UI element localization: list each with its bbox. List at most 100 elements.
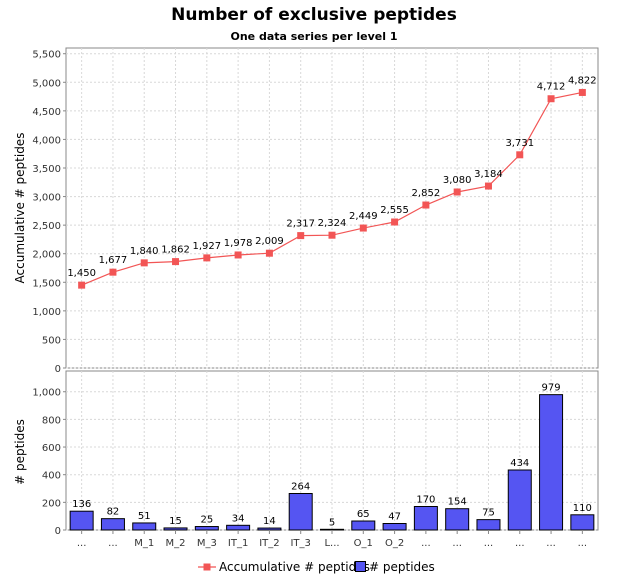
- accumulative-data-label: 2,317: [286, 219, 315, 230]
- top-y-tick-label: 4,000: [32, 135, 61, 146]
- accumulative-point: [297, 232, 305, 240]
- chart-subtitle: One data series per level 1: [230, 30, 397, 43]
- peptides-data-label: 65: [357, 509, 370, 520]
- accumulative-point: [78, 281, 86, 289]
- peptides-bar: [69, 510, 94, 531]
- x-tick-label: ...: [421, 538, 431, 549]
- peptides-bar: [257, 527, 282, 531]
- accumulative-data-label: 3,080: [443, 175, 472, 186]
- peptides-bar: [382, 523, 407, 531]
- accumulative-point: [484, 182, 492, 190]
- accumulative-point: [547, 95, 555, 103]
- peptides-data-label: 136: [72, 499, 91, 510]
- peptides-bar: [194, 526, 219, 531]
- x-tick-label: M_1: [134, 538, 154, 549]
- x-tick-label: L...: [324, 538, 339, 549]
- peptides-data-label: 34: [232, 513, 245, 524]
- accumulative-data-label: 4,822: [568, 75, 597, 86]
- accumulative-data-label: 2,555: [380, 205, 409, 216]
- x-tick-label: ...: [108, 538, 118, 549]
- chart-title: Number of exclusive peptides: [171, 5, 457, 25]
- top-y-tick-label: 5,000: [32, 78, 61, 89]
- peptides-data-label: 75: [482, 508, 495, 519]
- accumulative-data-label: 2,852: [412, 188, 441, 199]
- peptides-data-label: 82: [107, 507, 120, 518]
- accumulative-data-label: 4,712: [537, 82, 566, 93]
- accumulative-point: [203, 254, 211, 262]
- legend: Accumulative # peptides # peptides: [198, 560, 435, 574]
- top-plot: 0 500 1,000 1,500 2,000 2,500 3,000 3,500 4,000 4…: [32, 47, 599, 375]
- x-tick-label: IT_3: [290, 538, 310, 549]
- peptides-bar: [570, 514, 595, 531]
- x-tick-label: O_2: [385, 538, 404, 549]
- peptides-data-label: 51: [138, 511, 151, 522]
- peptides-bar: [288, 492, 313, 531]
- top-y-tick-label: 0: [55, 364, 61, 375]
- peptides-bar: [100, 518, 125, 531]
- accumulative-data-label: 1,677: [99, 255, 128, 266]
- peptides-data-label: 5: [329, 517, 335, 528]
- x-tick-label: ...: [484, 538, 494, 549]
- peptides-bar: [351, 520, 376, 531]
- accumulative-data-label: 1,450: [67, 268, 96, 279]
- accumulative-point: [422, 201, 430, 209]
- legend-line-marker: [203, 563, 211, 571]
- bottom-y-tick-label: 800: [42, 415, 61, 426]
- peptides-data-label: 154: [448, 497, 467, 508]
- x-tick-label: ...: [452, 538, 462, 549]
- legend-label-accumulative: Accumulative # peptides: [219, 560, 370, 574]
- accumulative-data-label: 2,324: [318, 218, 347, 229]
- bottom-y-tick-label: 0: [55, 526, 61, 537]
- bottom-plot: 0 200 400 600 800 1,000 136 82 51 15 25 34 14 264 5 65 4…: [32, 370, 599, 537]
- top-y-tick-label: 5,500: [32, 50, 61, 61]
- peptides-bar: [320, 528, 344, 531]
- x-axis-labels: ...... M_1 M_2 M_3 IT_1 IT_2 IT_3 L... O_1 O_2...…: [77, 530, 587, 549]
- x-tick-label: IT_1: [228, 538, 248, 549]
- accumulative-point: [109, 268, 117, 276]
- x-tick-label: IT_2: [259, 538, 279, 549]
- accumulative-point: [265, 249, 273, 257]
- peptides-bar: [507, 469, 532, 531]
- accumulative-data-label: 1,840: [130, 246, 159, 257]
- legend-label-peptides: # peptides: [369, 560, 435, 574]
- x-tick-label: ...: [546, 538, 556, 549]
- x-tick-label: M_3: [197, 538, 217, 549]
- peptides-bar: [132, 522, 157, 531]
- accumulative-data-label: 3,184: [474, 169, 503, 180]
- accumulative-point: [234, 251, 242, 259]
- legend-bar-swatch: [355, 561, 366, 572]
- accumulative-point: [516, 151, 524, 159]
- top-y-tick-label: 1,500: [32, 278, 61, 289]
- accumulative-point: [578, 88, 586, 96]
- peptides-data-label: 14: [263, 516, 276, 527]
- peptides-data-label: 170: [416, 494, 435, 505]
- x-tick-label: ...: [77, 538, 87, 549]
- bottom-y-tick-label: 200: [42, 498, 61, 509]
- top-y-tick-label: 3,500: [32, 164, 61, 175]
- accumulative-data-label: 2,009: [255, 236, 284, 247]
- x-tick-label: ...: [515, 538, 525, 549]
- accumulative-data-label: 2,449: [349, 211, 378, 222]
- peptides-bar: [226, 524, 251, 531]
- accumulative-data-label: 1,978: [224, 238, 253, 249]
- accumulative-data-label: 3,731: [505, 138, 534, 149]
- accumulative-point: [359, 224, 367, 232]
- x-tick-label: M_2: [166, 538, 186, 549]
- peptides-bar: [539, 394, 564, 531]
- accumulative-point: [172, 258, 180, 266]
- x-tick-label: O_1: [354, 538, 373, 549]
- peptides-bar: [163, 527, 188, 531]
- x-tick-label: ...: [578, 538, 588, 549]
- top-y-axis-label: Accumulative # peptides: [13, 133, 27, 284]
- peptides-data-label: 25: [200, 515, 213, 526]
- accumulative-point: [391, 218, 399, 226]
- top-y-tick-label: 2,500: [32, 221, 61, 232]
- peptides-bar: [413, 505, 438, 531]
- top-y-tick-label: 500: [42, 335, 61, 346]
- peptides-data-label: 434: [510, 458, 529, 469]
- accumulative-point: [453, 188, 461, 196]
- peptides-data-label: 110: [573, 503, 592, 514]
- accumulative-data-label: 1,927: [193, 241, 222, 252]
- bottom-y-tick-label: 600: [42, 443, 61, 454]
